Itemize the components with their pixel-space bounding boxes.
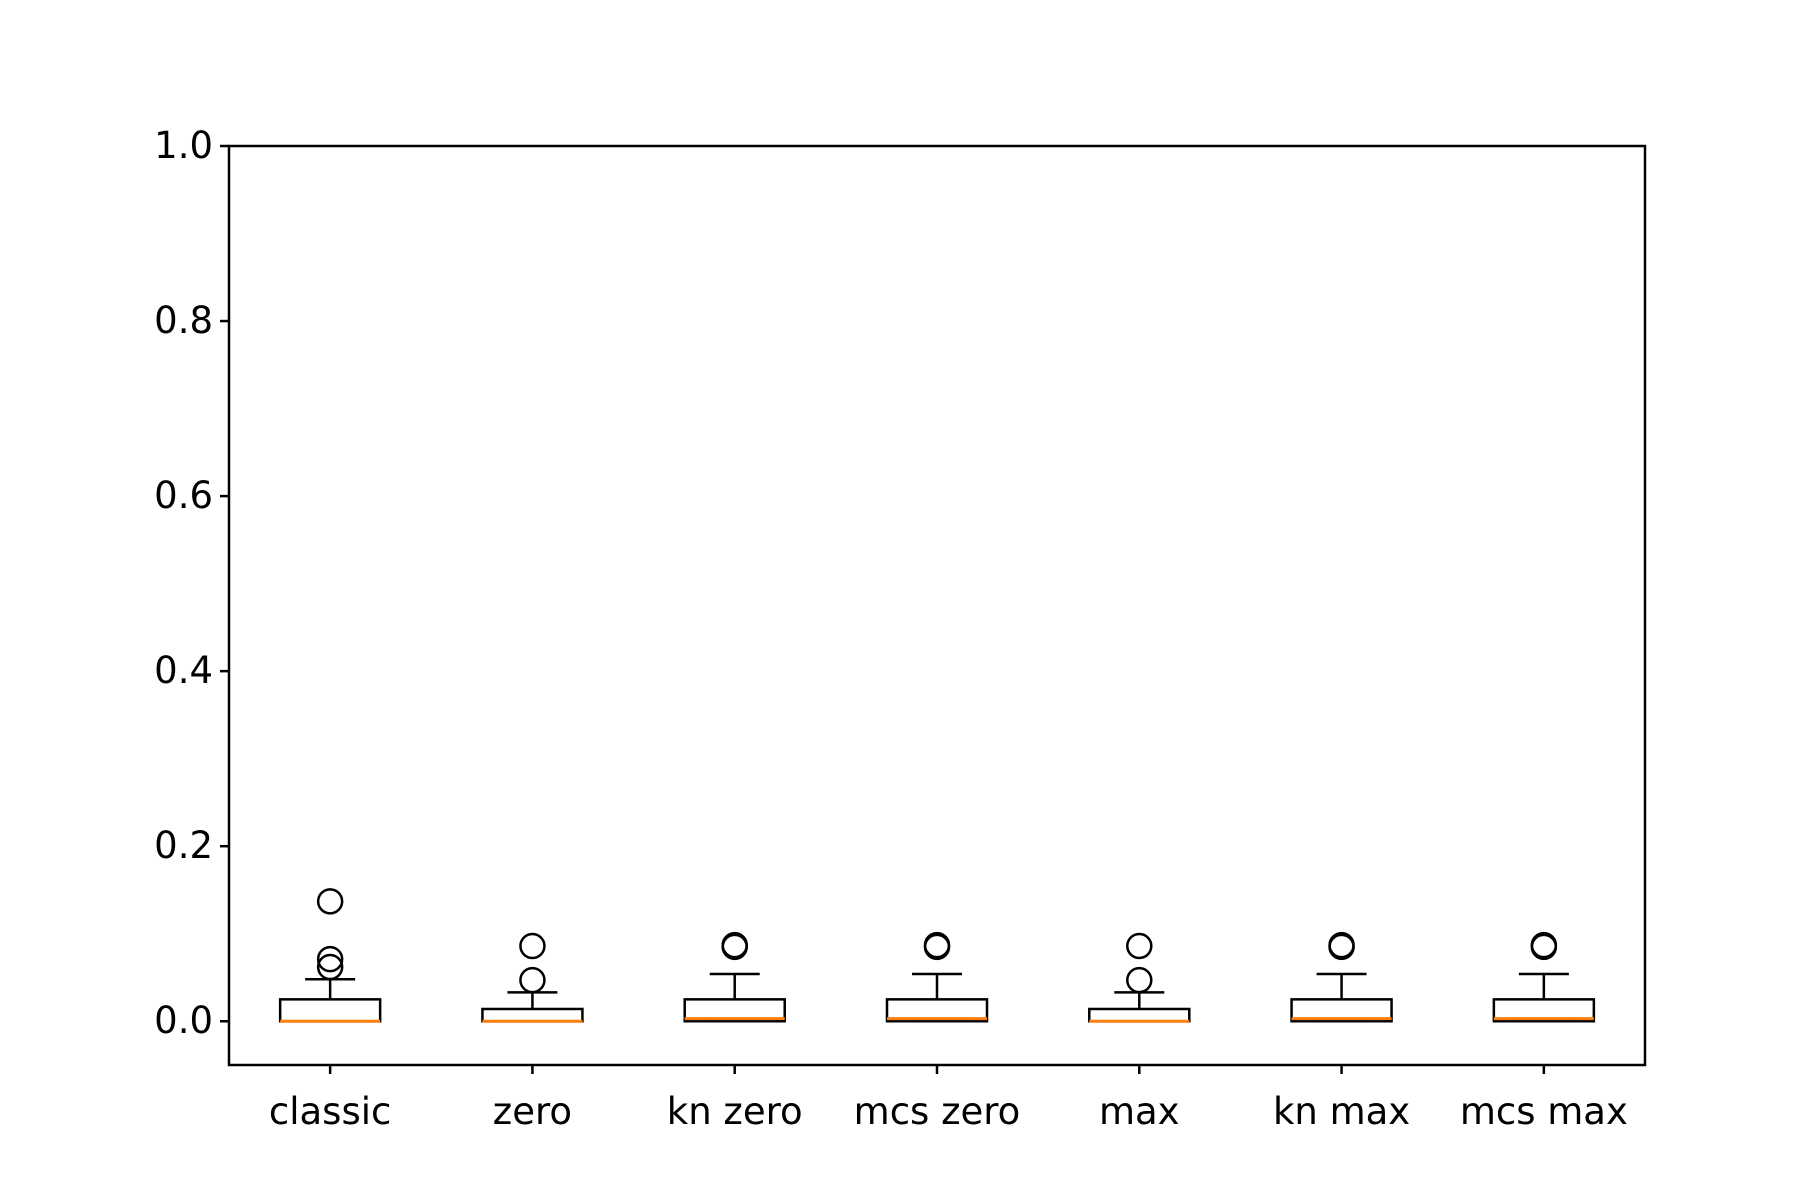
outlier-point [316,945,344,973]
box-iqr [1492,998,1596,1023]
y-tick-label: 1.0 [154,124,213,167]
box-kn-zero [683,931,786,1023]
outlier-point [1126,966,1153,994]
y-tick-label: 0.8 [154,299,213,342]
box-max [1088,932,1191,1023]
box-iqr [885,998,989,1023]
outlier-point [1530,931,1558,959]
x-tick-label: max [1099,1090,1180,1133]
box-classic [278,888,382,1023]
plot-area-frame [227,144,1647,1067]
outlier-point [519,966,546,994]
box-iqr [1290,998,1393,1023]
box-mcs-max [1492,931,1596,1023]
y-tick-label: 0.6 [154,474,213,517]
outlier-point [1126,932,1153,960]
outlier-point [721,931,748,959]
outlier-point [316,953,344,981]
x-tick-label: kn zero [667,1090,803,1133]
x-tick-label: kn max [1273,1090,1410,1133]
box-zero [481,932,584,1023]
x-tick-label: mcs max [1460,1090,1628,1133]
outlier-point [316,888,344,915]
outlier-point [1328,931,1355,959]
x-axis: classic zero kn zero mcs zero max kn max mcs m… [269,1065,1628,1133]
x-tick-label: zero [493,1090,572,1133]
y-tick-label: 0.2 [154,824,213,867]
y-tick-label: 0.4 [154,649,213,692]
x-tick-label: classic [269,1090,391,1133]
outlier-point [519,932,546,960]
boxes [278,888,1596,1023]
box-kn-max [1290,931,1393,1023]
box-mcs-zero [885,931,989,1023]
box-iqr [683,998,786,1023]
outlier-point [923,931,951,959]
y-tick-label: 0.0 [154,999,213,1042]
x-tick-label: mcs zero [854,1090,1021,1133]
y-axis: 0.0 0.2 0.4 0.6 0.8 1.0 [154,124,229,1042]
